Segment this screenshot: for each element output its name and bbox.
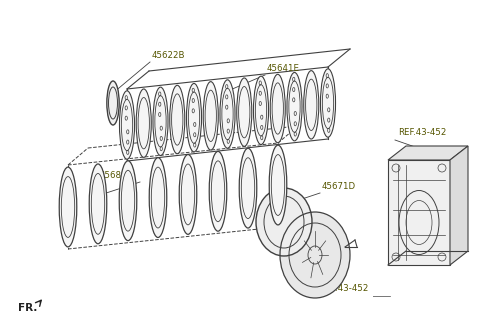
Ellipse shape bbox=[136, 89, 151, 157]
Text: FR.: FR. bbox=[18, 303, 37, 313]
Text: 45641E: 45641E bbox=[267, 64, 300, 73]
Ellipse shape bbox=[280, 212, 350, 298]
Ellipse shape bbox=[209, 151, 227, 231]
Ellipse shape bbox=[179, 155, 197, 234]
Polygon shape bbox=[388, 160, 450, 265]
Ellipse shape bbox=[120, 91, 134, 159]
Ellipse shape bbox=[153, 87, 168, 156]
Text: REF.43-452: REF.43-452 bbox=[398, 128, 446, 137]
Ellipse shape bbox=[270, 74, 285, 143]
Ellipse shape bbox=[256, 188, 312, 256]
Ellipse shape bbox=[203, 82, 218, 150]
Ellipse shape bbox=[304, 71, 319, 139]
Ellipse shape bbox=[269, 145, 287, 225]
Ellipse shape bbox=[237, 78, 252, 146]
Ellipse shape bbox=[107, 81, 119, 125]
Ellipse shape bbox=[287, 73, 302, 141]
Ellipse shape bbox=[59, 167, 77, 247]
Ellipse shape bbox=[239, 148, 257, 228]
Polygon shape bbox=[388, 146, 468, 160]
Ellipse shape bbox=[89, 164, 107, 244]
Ellipse shape bbox=[321, 69, 336, 137]
Text: 45671D: 45671D bbox=[322, 182, 356, 191]
Text: 45622B: 45622B bbox=[152, 51, 185, 60]
Text: REF.43-452: REF.43-452 bbox=[320, 284, 368, 293]
Ellipse shape bbox=[253, 76, 268, 145]
Ellipse shape bbox=[186, 83, 202, 152]
Polygon shape bbox=[450, 146, 468, 265]
Ellipse shape bbox=[220, 80, 235, 148]
Ellipse shape bbox=[149, 158, 167, 237]
Text: 45685G: 45685G bbox=[100, 171, 134, 180]
Ellipse shape bbox=[170, 85, 185, 154]
Ellipse shape bbox=[119, 161, 137, 241]
